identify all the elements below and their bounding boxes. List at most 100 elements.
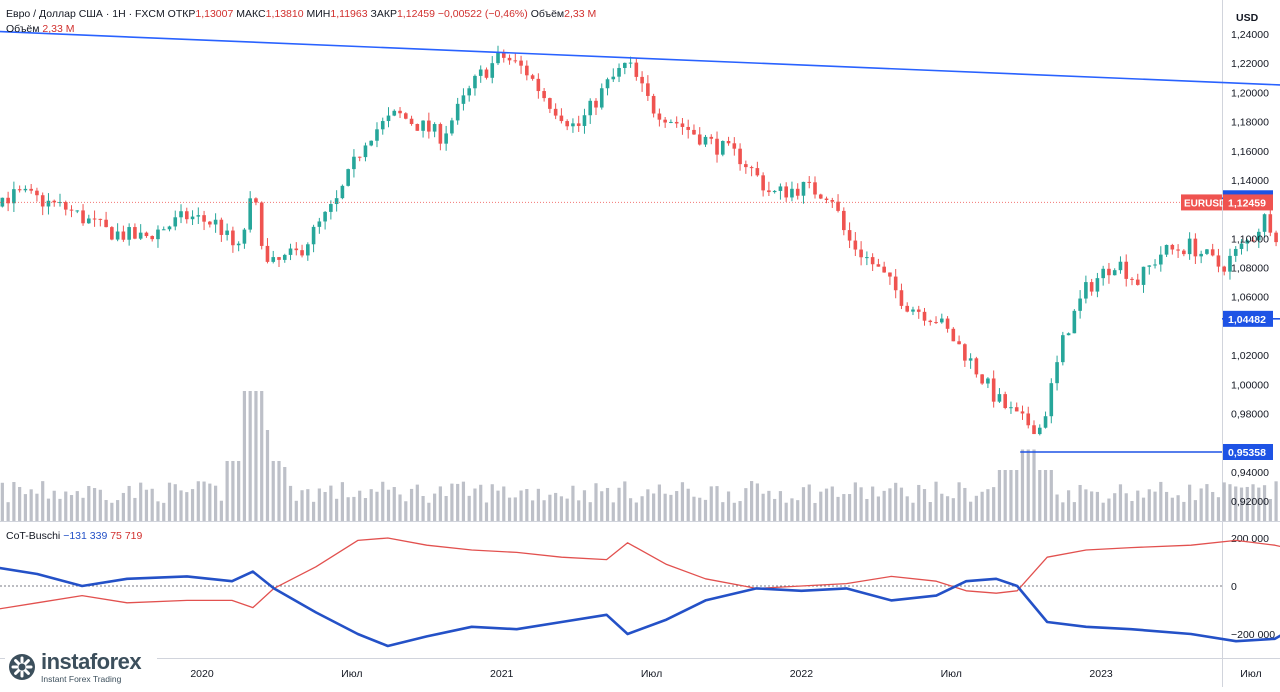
- candle-body: [553, 108, 558, 116]
- candle-body: [623, 62, 627, 68]
- candle-body: [1239, 243, 1244, 249]
- candle-body: [991, 378, 996, 402]
- volume-bar: [1032, 449, 1036, 521]
- volume-legend[interactable]: Объём 2,33 M: [6, 23, 75, 35]
- candle-body: [6, 197, 10, 204]
- price-tick-label: 1,10000: [1231, 233, 1269, 245]
- candle-body: [513, 60, 518, 62]
- price-tick-label: 1,06000: [1231, 292, 1269, 304]
- candle-body: [755, 168, 760, 176]
- volume-bar: [680, 482, 685, 521]
- volume-bar: [819, 491, 823, 521]
- candle-body: [282, 254, 287, 260]
- candle-body: [1072, 310, 1077, 334]
- volume-bar: [329, 485, 333, 521]
- volume-bar: [807, 484, 811, 521]
- instaforex-logo[interactable]: instaforex Instant Forex Trading: [5, 648, 157, 686]
- candle-body: [1233, 248, 1238, 256]
- volume-bar: [46, 498, 51, 521]
- candle-body: [1118, 261, 1123, 271]
- cot-label: CoT-Buschi: [6, 530, 61, 542]
- volume-bar: [231, 461, 235, 521]
- high-label: МАКС: [236, 8, 266, 20]
- open-label: ОТКР: [167, 8, 196, 20]
- candle-body: [911, 309, 915, 312]
- volume-bar: [847, 494, 852, 521]
- candle-body: [818, 194, 823, 199]
- volume-bar: [519, 490, 523, 521]
- candle-body: [202, 215, 206, 222]
- candle-body: [92, 218, 97, 220]
- symbol-legend[interactable]: Евро / Доллар США · 1Н · FXCM ОТКР1,1300…: [6, 8, 596, 20]
- volume-bar: [1084, 489, 1088, 521]
- close-value: 1,12459: [396, 8, 435, 20]
- candle-body: [640, 76, 644, 84]
- volume-bar: [652, 493, 656, 521]
- volume-bar: [888, 488, 892, 521]
- candle-body: [1124, 261, 1129, 279]
- candle-body: [1101, 268, 1105, 279]
- candle-body: [1061, 335, 1065, 363]
- candle-body: [865, 257, 869, 259]
- volume-bar: [1107, 498, 1111, 521]
- volume-bar: [738, 501, 742, 521]
- candle-body: [427, 120, 431, 132]
- candle-body: [968, 358, 973, 361]
- volume-bar: [1124, 493, 1128, 521]
- volume-bar: [306, 489, 310, 521]
- candle-body: [69, 209, 74, 211]
- volume-bar: [1101, 502, 1105, 521]
- volume-value: 2,33 M: [564, 8, 597, 20]
- volume-bar: [732, 502, 736, 521]
- volume-bar: [1118, 484, 1123, 521]
- candle-body: [455, 103, 460, 121]
- candle-body: [1222, 266, 1227, 272]
- volume-bar: [386, 489, 391, 521]
- candle-body: [29, 188, 33, 191]
- candle-body: [870, 257, 875, 265]
- volume-bar: [980, 491, 984, 521]
- candle-body: [300, 250, 304, 256]
- cot-tick-label: 200 000: [1231, 533, 1269, 545]
- candle-body: [1159, 254, 1163, 265]
- candle-body: [657, 113, 662, 120]
- candle-body: [795, 188, 800, 196]
- candle-body: [767, 190, 771, 193]
- candle-body: [219, 219, 224, 235]
- volume-bar: [582, 490, 587, 521]
- volume-bar: [167, 482, 172, 521]
- volume-bar: [600, 491, 604, 521]
- candle-body: [254, 198, 258, 203]
- price-tick-label: 0,98000: [1231, 408, 1269, 420]
- volume-bar: [986, 489, 990, 521]
- candle-body: [150, 236, 155, 240]
- candle-body: [265, 245, 270, 262]
- candle-body: [81, 210, 85, 224]
- volume-bar: [669, 494, 673, 521]
- time-tick-label: 2020: [190, 668, 214, 680]
- candle-body: [58, 202, 62, 204]
- volume-bar: [156, 501, 160, 521]
- volume-bar: [951, 498, 955, 521]
- volume-bar: [940, 493, 944, 521]
- volume-bar: [1066, 490, 1071, 521]
- price-tick-label: 1,24000: [1231, 29, 1269, 41]
- volume-bar: [427, 502, 431, 521]
- volume-bar: [588, 502, 592, 521]
- volume-bar: [352, 496, 356, 521]
- low-label: МИН: [306, 8, 331, 20]
- volume-bar: [311, 501, 316, 521]
- candle-body: [1228, 255, 1232, 272]
- volume-bar: [179, 490, 183, 521]
- cot-legend[interactable]: CoT-Buschi −131 339 75 719: [6, 530, 142, 542]
- candle-body: [1066, 333, 1071, 336]
- volume-bar: [461, 481, 466, 521]
- candle-body: [1274, 232, 1278, 243]
- volume-bar: [836, 496, 840, 521]
- volume-bar: [133, 497, 137, 521]
- level-price-tag: [1223, 310, 1273, 327]
- candle-body: [726, 141, 731, 144]
